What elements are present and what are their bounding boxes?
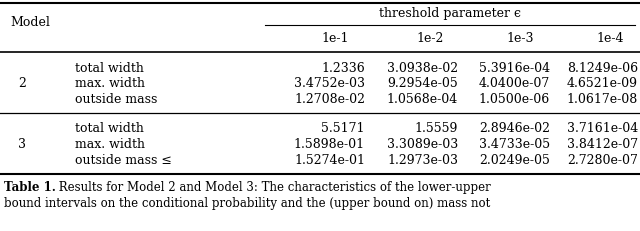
Text: 3.3089e-03: 3.3089e-03 [387,138,458,151]
Text: 9.2954e-05: 9.2954e-05 [387,77,458,90]
Text: 1.5274e-01: 1.5274e-01 [294,154,365,167]
Text: Results for Model 2 and Model 3: The characteristics of the lower-upper: Results for Model 2 and Model 3: The cha… [55,181,491,194]
Text: 1.5559: 1.5559 [415,122,458,135]
Text: 3.4752e-03: 3.4752e-03 [294,77,365,90]
Text: 4.0400e-07: 4.0400e-07 [479,77,550,90]
Text: 3.7161e-04: 3.7161e-04 [567,122,638,135]
Text: 1.0568e-04: 1.0568e-04 [387,93,458,106]
Text: outside mass ≤: outside mass ≤ [75,154,172,167]
Text: 1.2973e-03: 1.2973e-03 [387,154,458,167]
Text: 1.2336: 1.2336 [321,61,365,74]
Text: 1.0500e-06: 1.0500e-06 [479,93,550,106]
Text: 3.4733e-05: 3.4733e-05 [479,138,550,151]
Text: 1e-3: 1e-3 [506,32,534,45]
Text: max. width: max. width [75,138,145,151]
Text: Model: Model [10,15,50,28]
Text: 1.0617e-08: 1.0617e-08 [567,93,638,106]
Text: Table 1.: Table 1. [4,181,56,194]
Text: outside mass: outside mass [75,93,157,106]
Text: 1.2708e-02: 1.2708e-02 [294,93,365,106]
Text: total width: total width [75,61,144,74]
Text: 3.0938e-02: 3.0938e-02 [387,61,458,74]
Text: threshold parameter ϵ: threshold parameter ϵ [379,7,521,20]
Text: 2.0249e-05: 2.0249e-05 [479,154,550,167]
Text: 3.8412e-07: 3.8412e-07 [567,138,638,151]
Text: 2.8946e-02: 2.8946e-02 [479,122,550,135]
Text: 2.7280e-07: 2.7280e-07 [567,154,638,167]
Text: 4.6521e-09: 4.6521e-09 [567,77,638,90]
Text: 1e-4: 1e-4 [596,32,624,45]
Text: 1e-1: 1e-1 [321,32,349,45]
Text: total width: total width [75,122,144,135]
Text: 8.1249e-06: 8.1249e-06 [567,61,638,74]
Text: max. width: max. width [75,77,145,90]
Text: 1.5898e-01: 1.5898e-01 [294,138,365,151]
Text: 1e-2: 1e-2 [416,32,444,45]
Text: 2: 2 [18,77,26,90]
Text: 5.5171: 5.5171 [321,122,365,135]
Text: bound intervals on the conditional probability and the (upper bound on) mass not: bound intervals on the conditional proba… [4,197,490,210]
Text: 5.3916e-04: 5.3916e-04 [479,61,550,74]
Text: 3: 3 [18,138,26,151]
